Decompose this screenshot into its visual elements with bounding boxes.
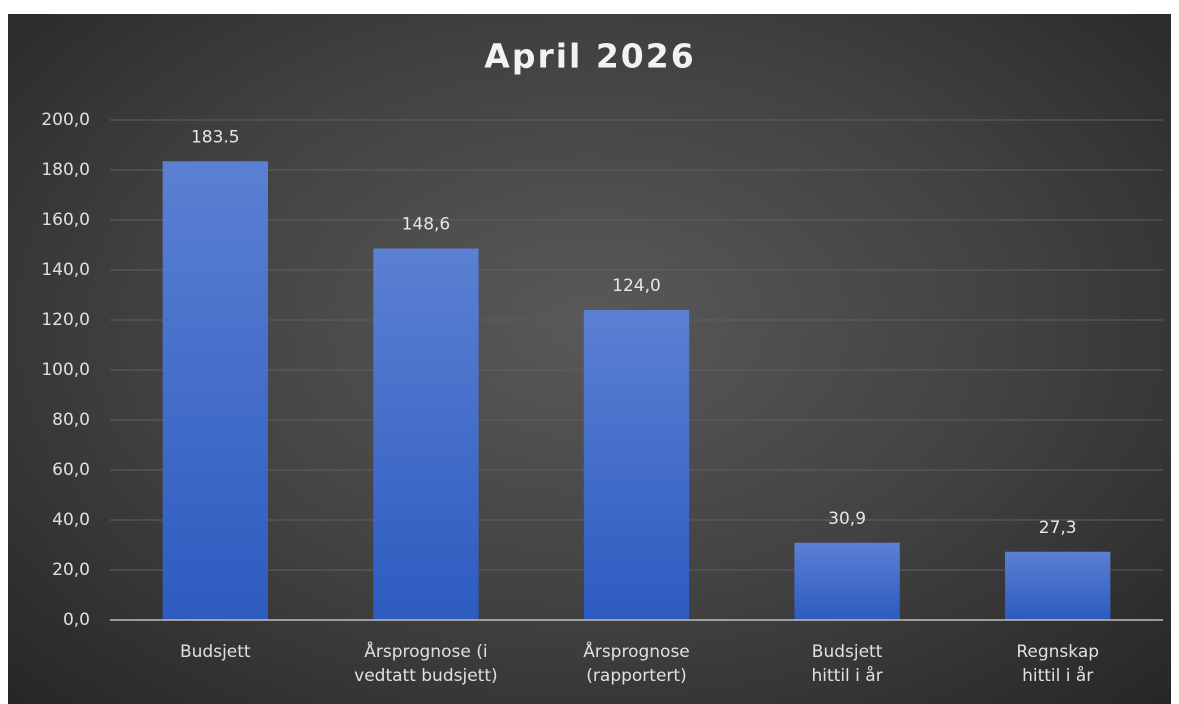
y-tick-label: 40,0 [52, 510, 90, 530]
y-tick-label: 200,0 [41, 110, 90, 130]
y-tick-label: 0,0 [63, 610, 90, 630]
y-tick-label: 120,0 [41, 310, 90, 330]
y-tick-label: 140,0 [41, 260, 90, 280]
y-tick-label: 160,0 [41, 210, 90, 230]
x-tick-label: Årsprognose (i vedtatt budsjett) [354, 642, 498, 686]
bar [583, 310, 690, 620]
value-label: 148,6 [402, 215, 451, 235]
bar [794, 542, 900, 620]
x-tick-label: Regnskap hittil i år [1016, 642, 1100, 686]
y-tick-label: 20,0 [52, 560, 90, 580]
value-label: 183.5 [191, 127, 240, 147]
value-label: 124,0 [612, 276, 661, 296]
value-label: 27,3 [1039, 518, 1077, 538]
y-tick-label: 180,0 [41, 160, 90, 180]
y-tick-label: 80,0 [52, 410, 90, 430]
value-label: 30,9 [828, 509, 866, 529]
chart: April 2026 0,0 20,0 40,0 60,0 80,0 100,0 120,0… [41, 37, 1163, 630]
x-tick-label: Budsjett hittil i år [811, 642, 883, 686]
x-tick-label: Budsjett [179, 642, 251, 662]
bar [162, 161, 268, 620]
y-tick-label: 60,0 [52, 460, 90, 480]
bar [373, 248, 479, 620]
chart-title: April 2026 [484, 37, 695, 76]
x-tick-label: Årsprognose (rapportert) [583, 642, 690, 686]
bar [1005, 551, 1111, 620]
y-tick-label: 100,0 [41, 360, 90, 380]
chart-area: April 2026 0,0 20,0 40,0 60,0 80,0 100,0 120,0… [8, 14, 1171, 704]
